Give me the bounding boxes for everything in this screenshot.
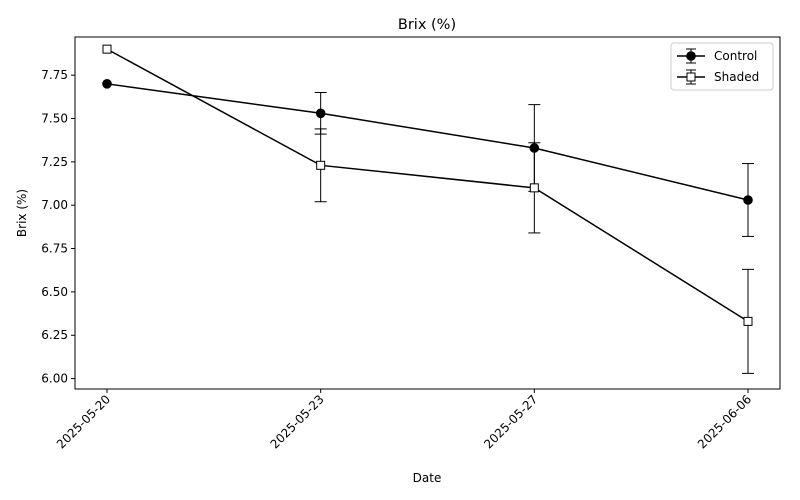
data-point — [316, 160, 326, 170]
legend-marker — [686, 51, 696, 61]
series-line — [106, 83, 749, 201]
legend-label: Control — [714, 49, 757, 63]
data-point — [743, 316, 753, 326]
x-tick-label: 2025-05-20 — [54, 392, 113, 451]
legend-label: Shaded — [714, 70, 759, 84]
legend-item-shaded: Shaded — [677, 69, 759, 85]
y-tick-label: 7.25 — [41, 155, 68, 169]
y-tick-label: 6.50 — [41, 285, 68, 299]
data-point — [315, 108, 326, 119]
y-tick-label: 7.00 — [41, 198, 68, 212]
plot-area — [102, 44, 754, 374]
series-line — [106, 48, 749, 323]
y-tick-label: 7.75 — [41, 68, 68, 82]
x-axis: 2025-05-20 2025-05-23 2025-05-27 2025-06-06 — [54, 389, 754, 451]
x-tick-label: 2025-05-23 — [268, 392, 327, 451]
axes-frame — [74, 36, 781, 390]
data-point — [102, 79, 112, 89]
y-tick-label: 6.00 — [41, 372, 68, 386]
y-axis-label: Brix (%) — [15, 189, 29, 237]
legend-frame — [670, 42, 774, 91]
legend: Control Shaded — [670, 42, 774, 91]
chart-title: Brix (%) — [398, 17, 456, 33]
y-tick-label: 7.50 — [41, 111, 68, 125]
y-axis: 6.00 6.25 6.50 6.75 7.00 7.25 7.50 7.75 — [41, 68, 75, 386]
y-tick-label: 6.75 — [41, 242, 68, 256]
legend-marker — [686, 72, 696, 82]
y-tick-label: 6.25 — [41, 328, 68, 342]
x-tick-label: 2025-06-06 — [695, 392, 754, 451]
series-control — [102, 79, 754, 237]
data-point — [102, 44, 112, 54]
legend-item-control: Control — [677, 48, 757, 64]
x-axis-label: Date — [413, 471, 442, 485]
data-point — [743, 195, 753, 205]
x-tick-label: 2025-05-27 — [481, 392, 540, 451]
data-point — [529, 183, 539, 193]
series-shaded — [102, 44, 754, 374]
